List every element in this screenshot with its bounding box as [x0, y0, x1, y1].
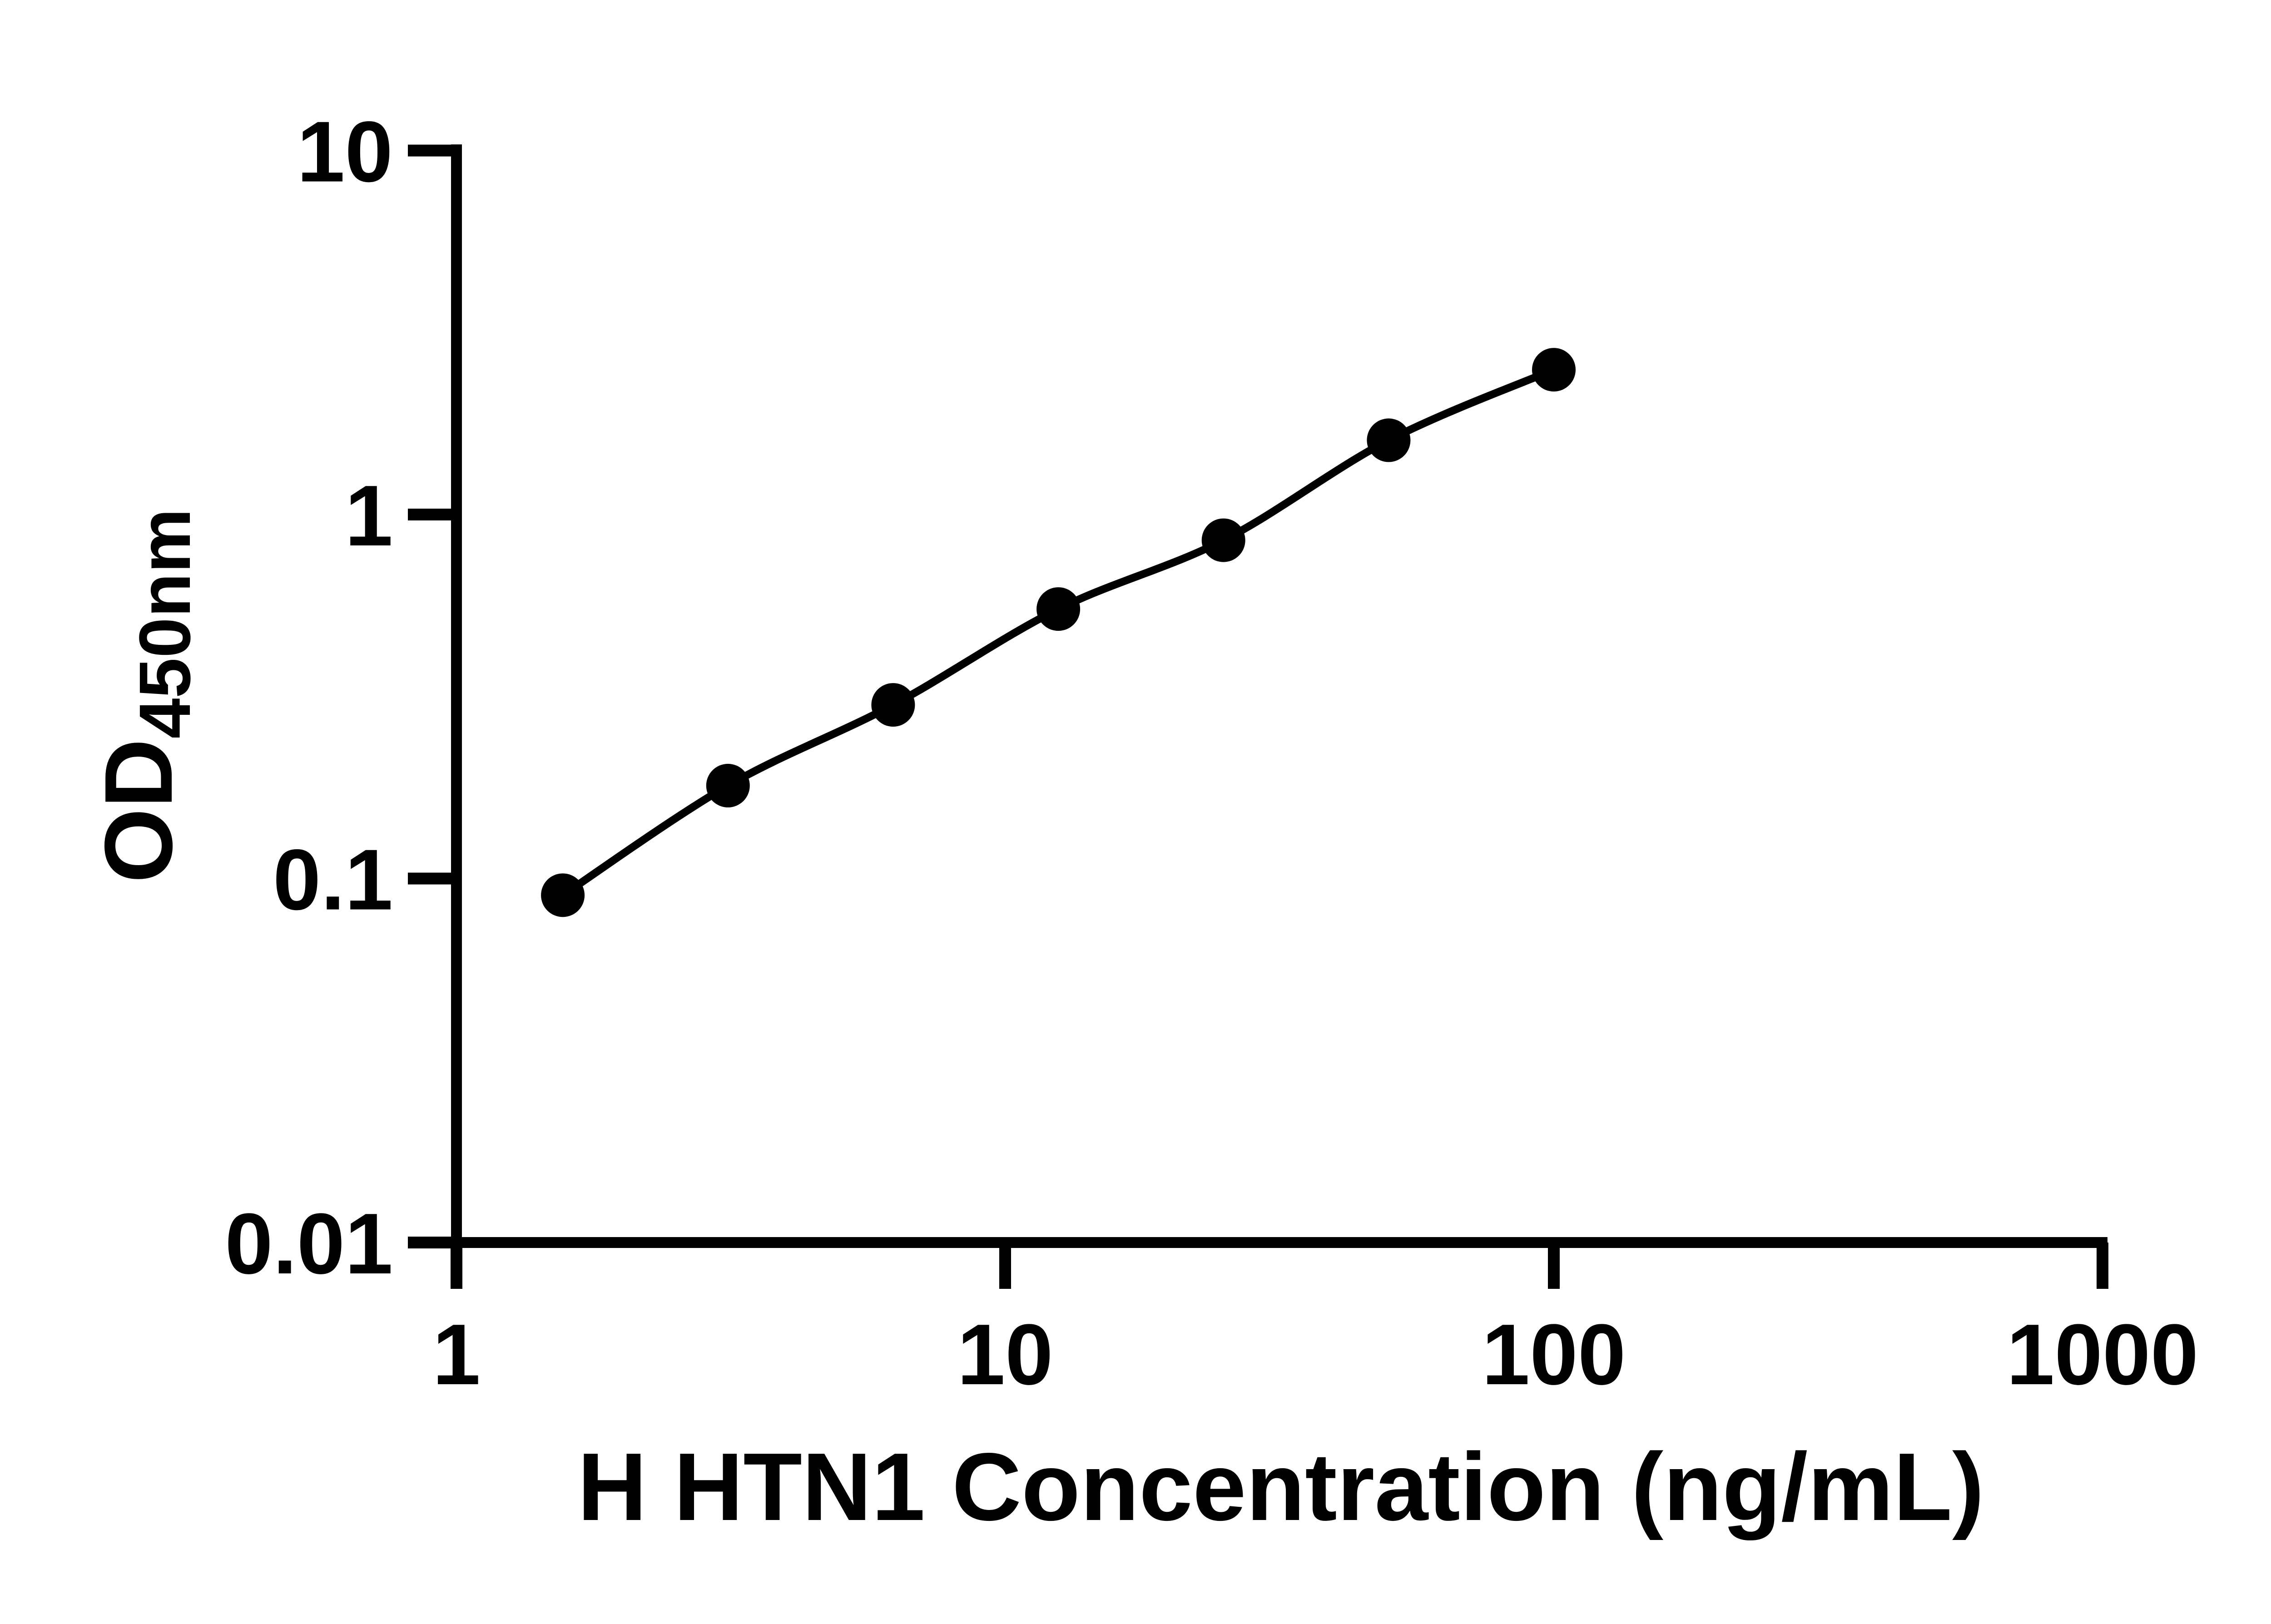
x-axis-ticks	[451, 1243, 2108, 1289]
x-axis-title: H HTN1 Concentration (ng/mL)	[577, 1433, 1984, 1540]
axes: 10 1 0.1 0.01 1 10 100 1000	[225, 104, 2198, 1403]
x-tick-label: 1	[432, 1307, 481, 1403]
y-tick-label: 0.01	[225, 1196, 393, 1292]
y-tick-label: 10	[297, 104, 393, 200]
y-tick-label: 0.1	[273, 832, 393, 928]
data-point	[1036, 587, 1081, 631]
x-tick-label: 1000	[2007, 1307, 2199, 1403]
data-points	[541, 348, 1576, 917]
y-axis-title: OD450nm	[84, 509, 205, 883]
x-tick-label: 100	[1482, 1307, 1626, 1403]
x-axis-tick-labels: 1 10 100 1000	[432, 1307, 2198, 1403]
y-axis-title-main: OD	[84, 738, 192, 883]
data-point	[871, 683, 915, 727]
data-point	[706, 763, 750, 807]
y-tick-label: 1	[345, 468, 393, 564]
data-point	[1367, 418, 1411, 462]
data-point	[541, 873, 585, 917]
x-tick-label: 10	[957, 1307, 1053, 1403]
data-point	[1532, 348, 1576, 392]
data-point	[1201, 518, 1245, 562]
y-axis-title-subscript: 450nm	[124, 509, 205, 739]
y-axis-tick-labels: 10 1 0.1 0.01	[225, 104, 393, 1292]
